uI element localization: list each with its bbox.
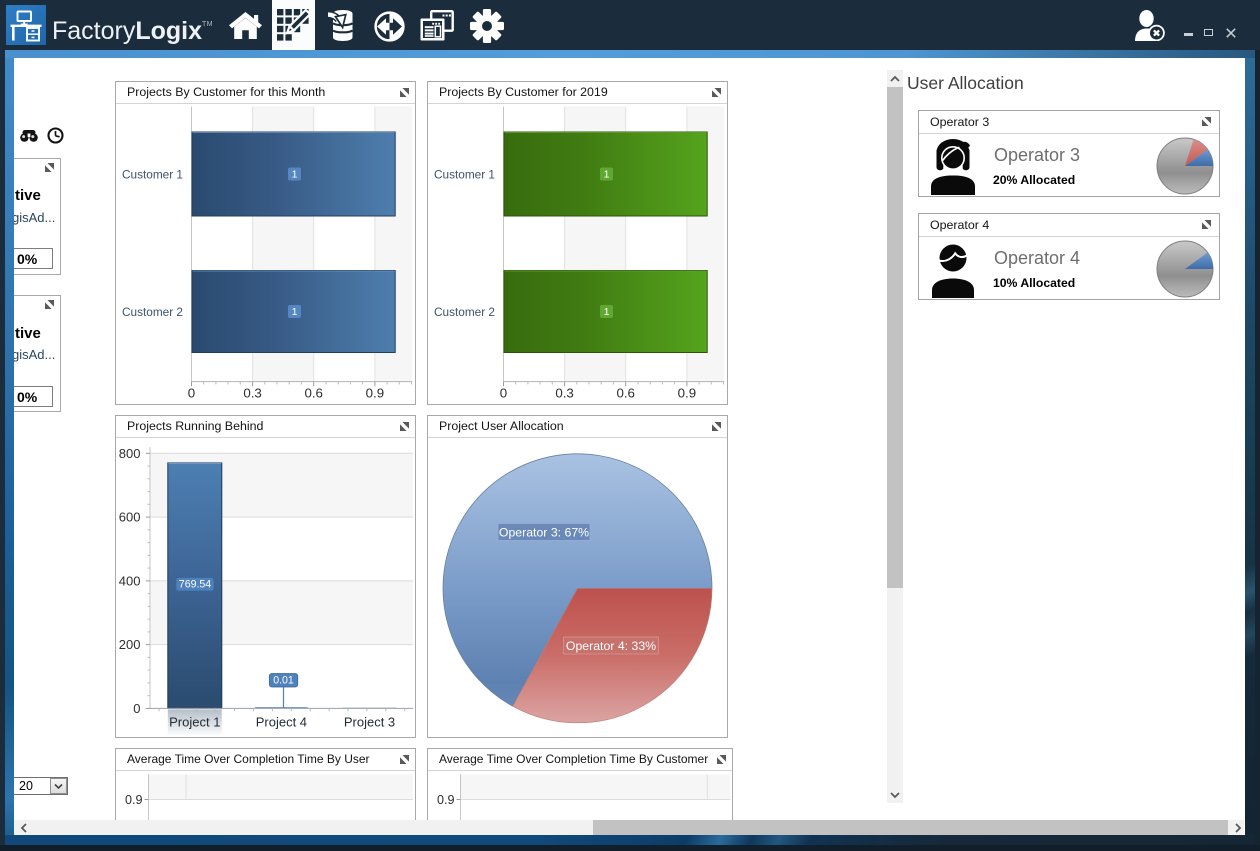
svg-text:600: 600 bbox=[119, 510, 141, 525]
svg-text:Operator 3: 67%: Operator 3: 67% bbox=[499, 525, 589, 539]
svg-text:800: 800 bbox=[119, 446, 141, 461]
svg-text:769.54: 769.54 bbox=[179, 579, 212, 591]
svg-text:Project 3: Project 3 bbox=[344, 715, 395, 730]
svg-text:0.9: 0.9 bbox=[125, 793, 143, 807]
svg-text:200: 200 bbox=[119, 637, 141, 652]
svg-text:1: 1 bbox=[292, 168, 298, 180]
svg-text:0: 0 bbox=[188, 386, 195, 401]
svg-text:Customer 2: Customer 2 bbox=[434, 305, 495, 319]
svg-text:Project 1: Project 1 bbox=[169, 715, 220, 730]
svg-text:Project 4: Project 4 bbox=[256, 715, 307, 730]
svg-text:1: 1 bbox=[292, 306, 298, 318]
svg-text:400: 400 bbox=[119, 573, 141, 588]
svg-text:0: 0 bbox=[500, 386, 507, 401]
svg-text:Operator 4: 33%: Operator 4: 33% bbox=[566, 639, 656, 653]
svg-text:1: 1 bbox=[604, 306, 610, 318]
svg-text:0.9: 0.9 bbox=[366, 386, 385, 401]
svg-text:0.9: 0.9 bbox=[678, 386, 697, 401]
svg-text:Customer 2: Customer 2 bbox=[122, 305, 183, 319]
svg-text:0.3: 0.3 bbox=[555, 386, 574, 401]
svg-text:0.9: 0.9 bbox=[437, 793, 455, 807]
svg-text:1: 1 bbox=[604, 168, 610, 180]
svg-text:0.01: 0.01 bbox=[273, 675, 294, 687]
svg-text:Customer 1: Customer 1 bbox=[434, 168, 495, 182]
svg-text:0.3: 0.3 bbox=[243, 386, 262, 401]
svg-text:0.6: 0.6 bbox=[616, 386, 635, 401]
svg-text:0: 0 bbox=[133, 701, 140, 716]
svg-text:0.6: 0.6 bbox=[304, 386, 323, 401]
svg-text:Customer 1: Customer 1 bbox=[122, 168, 183, 182]
